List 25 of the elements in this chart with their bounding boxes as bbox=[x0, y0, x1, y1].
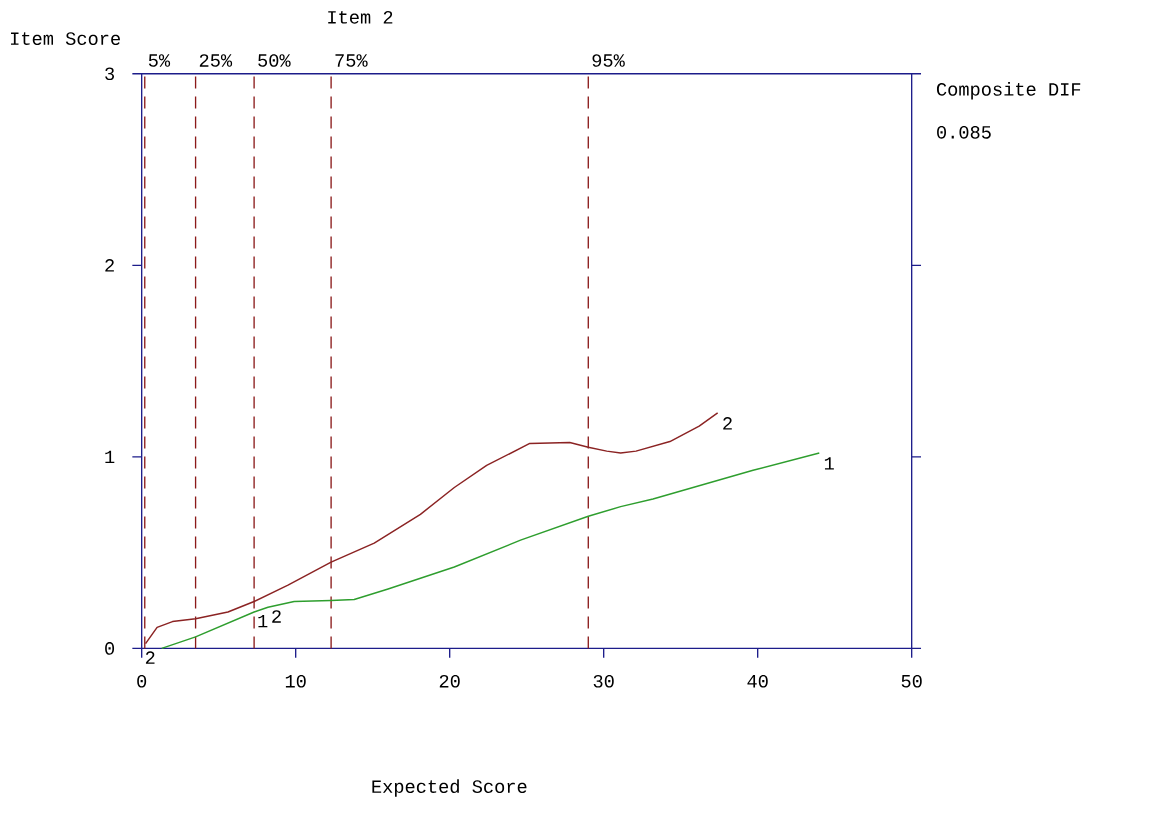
x-tick-label: 40 bbox=[747, 674, 768, 688]
annotation: 1 bbox=[258, 614, 268, 628]
y-tick-label: 2 bbox=[105, 259, 114, 272]
annotation: 2 bbox=[145, 651, 155, 664]
x-tick-label: 50 bbox=[901, 674, 922, 688]
annotation: 75% bbox=[335, 54, 368, 67]
y-tick-label: 1 bbox=[105, 450, 115, 463]
series-label: 2 bbox=[723, 417, 732, 430]
annotation: 2 bbox=[272, 610, 281, 623]
annotation: 5% bbox=[148, 54, 171, 67]
x-tick-label: 30 bbox=[593, 674, 614, 688]
x-tick-label: 10 bbox=[285, 674, 306, 688]
annotation: 50% bbox=[258, 54, 291, 67]
text: 0.085 bbox=[937, 126, 991, 139]
annotation: 95% bbox=[592, 54, 625, 67]
x-tick-label: 0 bbox=[137, 674, 147, 688]
annotation: 25% bbox=[199, 54, 233, 67]
y-axis-title: Item Score bbox=[11, 32, 120, 45]
text: Composite DIF bbox=[936, 82, 1081, 100]
x-tick-label: 20 bbox=[439, 674, 460, 688]
series-label: 1 bbox=[824, 457, 834, 470]
chart-title: Item 2 bbox=[328, 10, 393, 24]
x-axis-title: Expected Score bbox=[372, 779, 527, 797]
y-tick-label: 3 bbox=[105, 67, 115, 81]
y-tick-label: 0 bbox=[105, 642, 115, 655]
